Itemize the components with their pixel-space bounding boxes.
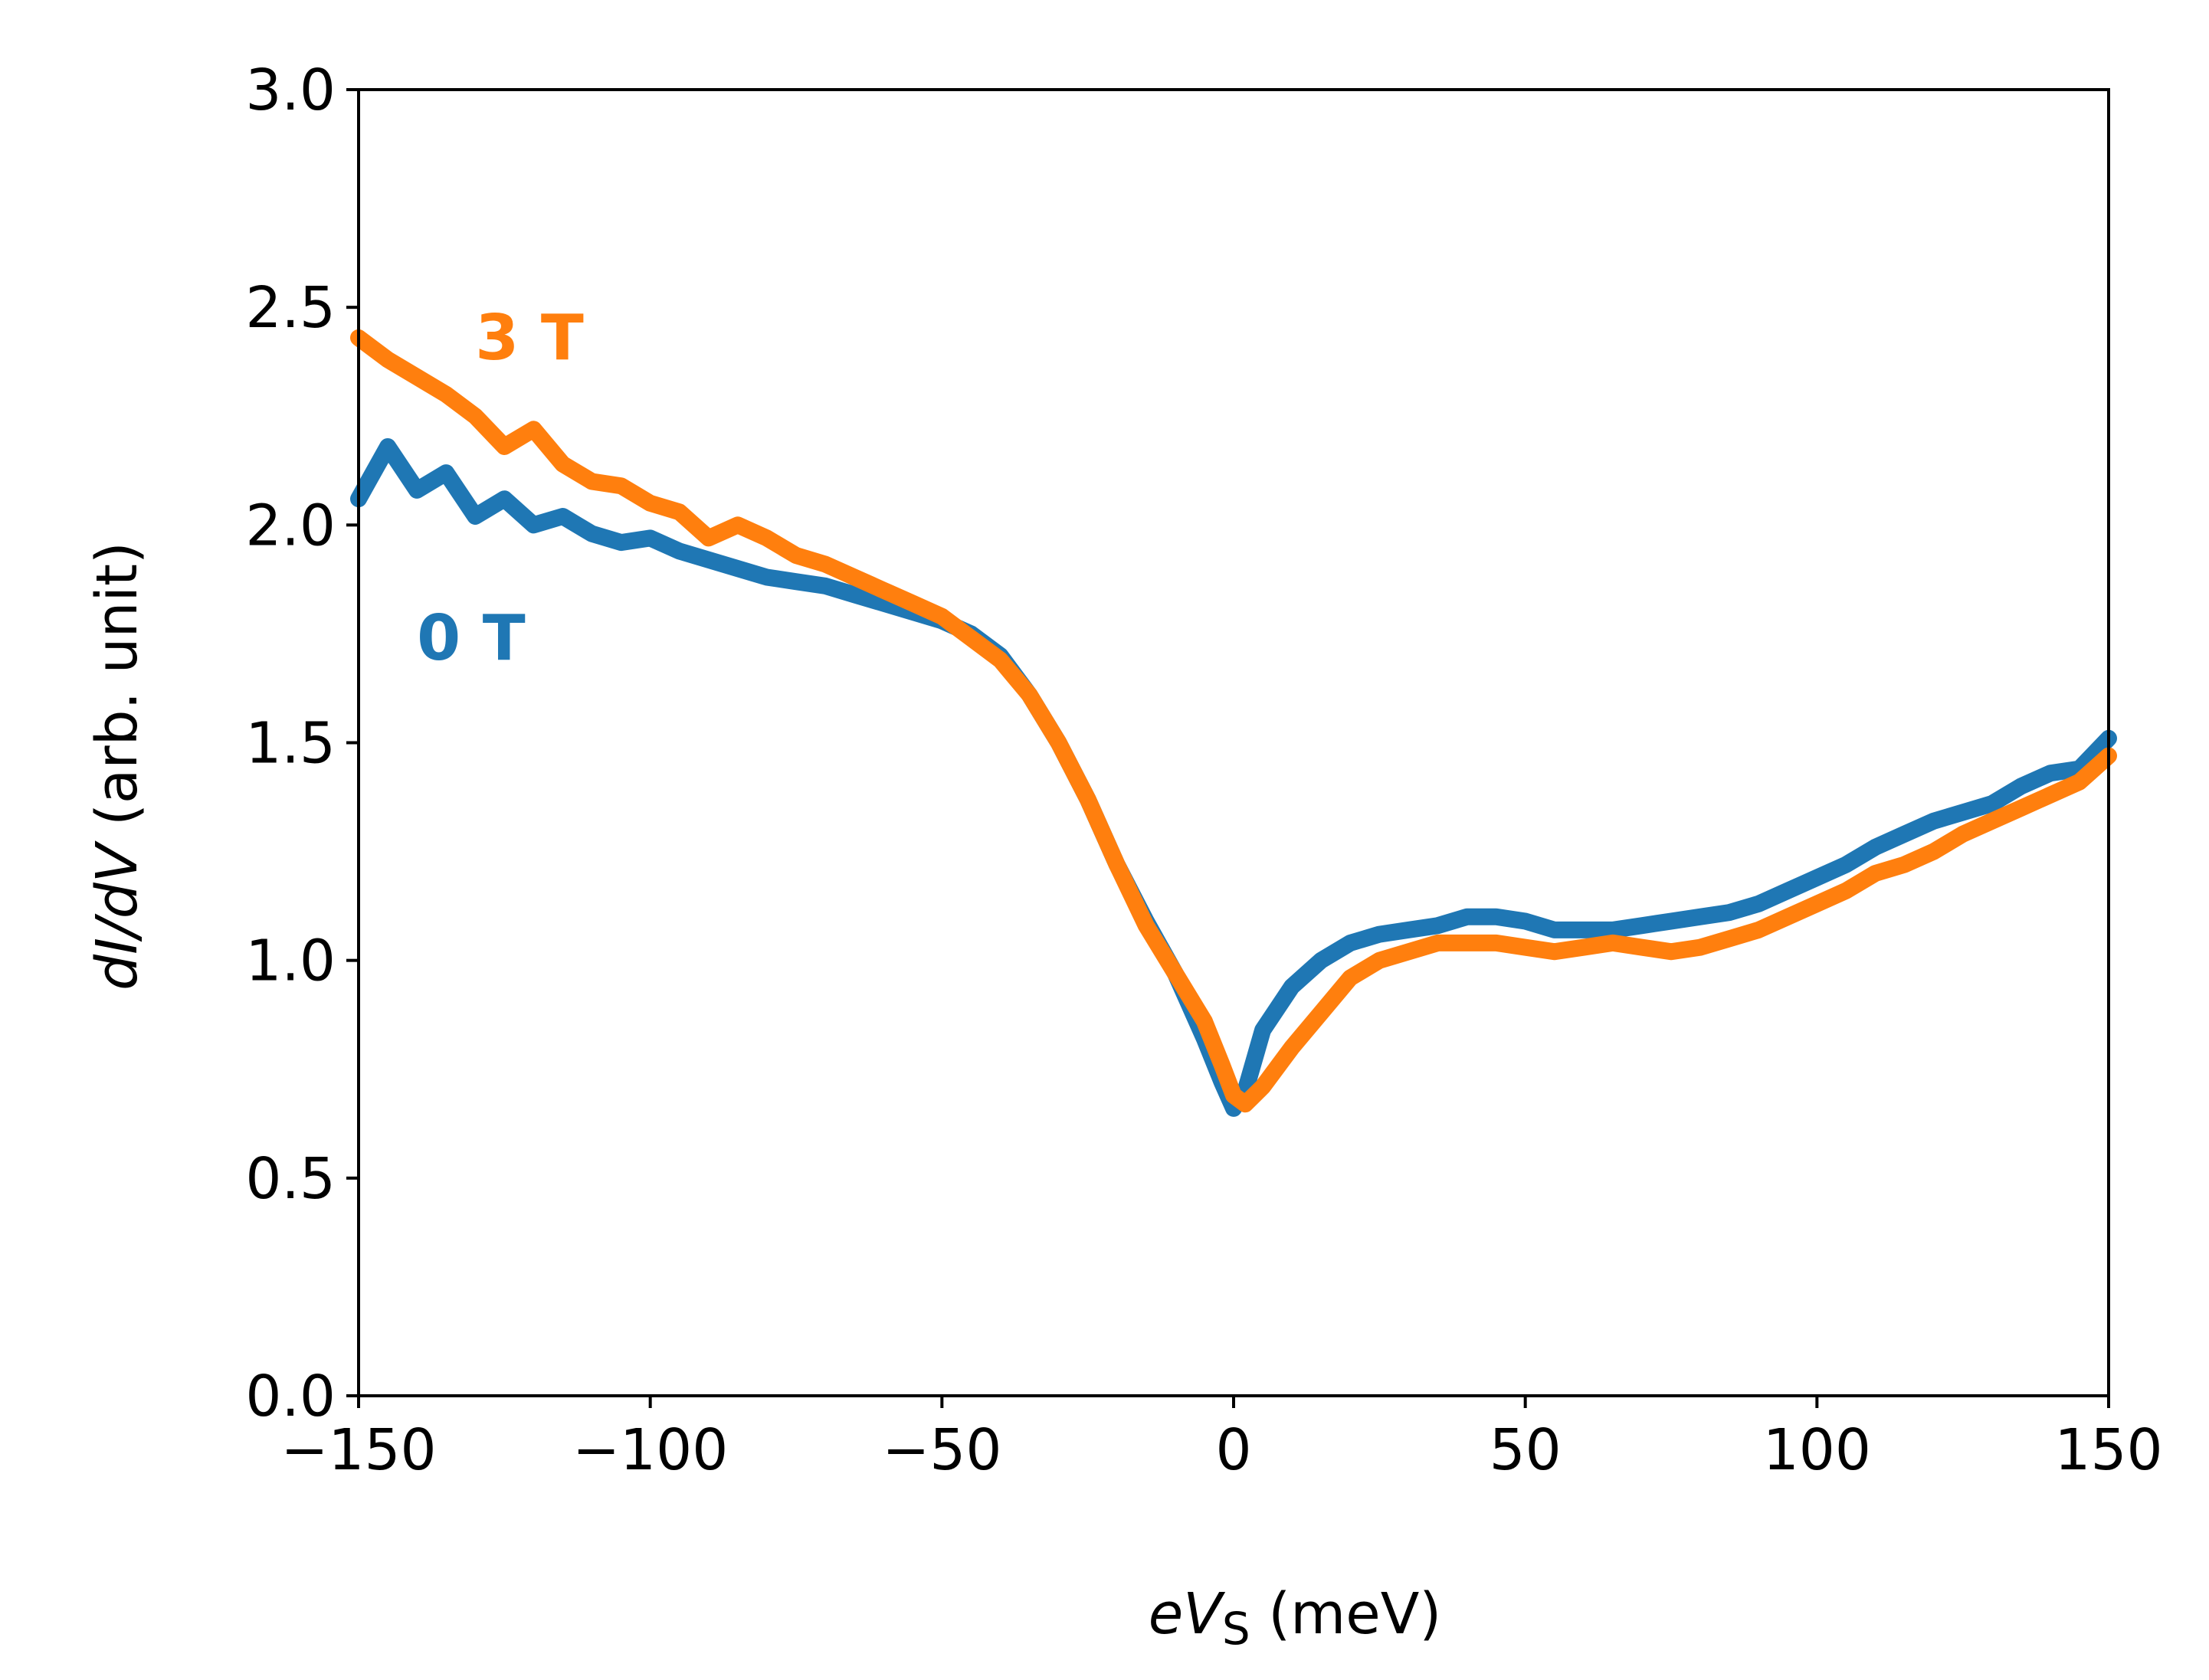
annotation-layer: 3 T 0 T (417, 302, 584, 675)
x-axis-label-unit: (meV) (1250, 1581, 1442, 1647)
series-line-3t (350, 329, 2117, 1113)
x-axis-label-main: eV (1149, 1581, 1226, 1647)
y-tick-label: 1.5 (245, 711, 336, 777)
x-tick-label: −150 (280, 1417, 436, 1483)
axes-layer: −150 −100 −50 0 50 100 150 0.0 0.5 1.0 1.5 2.0 2.5 3.… (245, 57, 2162, 1483)
x-tick-label: 150 (2054, 1417, 2162, 1483)
x-axis-label-subscript: S (1222, 1603, 1250, 1655)
y-tick-label: 0.5 (245, 1146, 336, 1212)
x-tick-label: 100 (1763, 1417, 1871, 1483)
y-axis-label-main: dI/dV (84, 840, 150, 991)
x-tick-label: 0 (1215, 1417, 1251, 1483)
x-tick-label: 50 (1490, 1417, 1562, 1483)
y-axis-label: dI/dV (arb. unit) (84, 542, 150, 991)
series-layer (350, 329, 2117, 1117)
y-tick-label: 2.0 (245, 493, 336, 558)
x-axis-label: eVS (meV) (1149, 1581, 1441, 1655)
y-axis-label-unit: (arb. unit) (84, 542, 150, 843)
y-tick-label: 3.0 (245, 57, 336, 123)
y-tick-label: 0.0 (245, 1364, 336, 1429)
series-annotation-3t: 3 T (475, 302, 584, 375)
series-annotation-0t: 0 T (417, 602, 526, 675)
y-tick-label: 1.0 (245, 928, 336, 994)
x-tick-label: −50 (882, 1417, 1001, 1483)
x-tick-label: −100 (572, 1417, 728, 1483)
series-line-0t (350, 438, 2117, 1117)
y-tick-label: 2.5 (245, 275, 336, 341)
